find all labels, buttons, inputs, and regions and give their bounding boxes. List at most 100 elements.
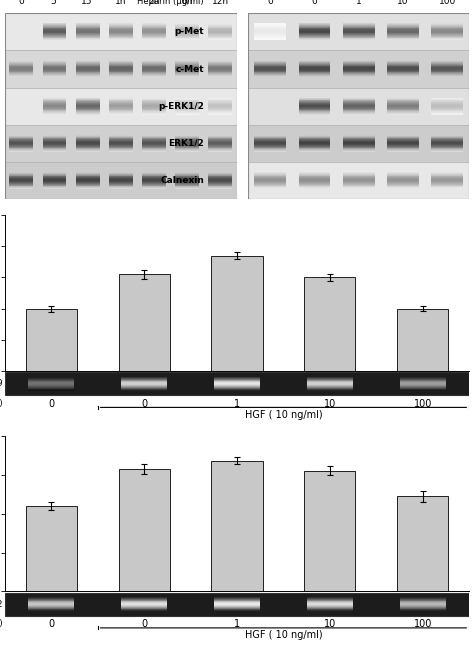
Bar	[343, 34, 374, 35]
Bar	[175, 175, 199, 176]
Bar	[299, 142, 330, 143]
Bar	[142, 69, 166, 70]
Bar	[109, 29, 133, 30]
Bar	[142, 142, 166, 143]
Bar	[43, 146, 66, 147]
Bar	[175, 184, 199, 185]
Bar	[142, 137, 166, 139]
Text: HGF ( 10 ng/ml): HGF ( 10 ng/ml)	[245, 630, 322, 640]
Bar	[76, 67, 100, 68]
Bar	[43, 180, 66, 181]
Bar	[76, 63, 100, 64]
Text: Calnexin: Calnexin	[160, 176, 204, 185]
Bar	[43, 107, 66, 108]
Bar	[387, 110, 419, 112]
Bar	[175, 176, 199, 178]
Bar	[142, 149, 166, 150]
Bar	[387, 139, 419, 140]
Bar	[387, 145, 419, 146]
Bar	[343, 141, 374, 142]
Bar	[9, 68, 33, 69]
Bar	[431, 32, 463, 34]
Bar	[387, 140, 419, 141]
Bar	[118, 275, 170, 371]
Bar	[142, 38, 166, 40]
Bar	[343, 174, 374, 175]
Bar	[109, 112, 133, 113]
Bar	[387, 146, 419, 147]
Bar	[76, 182, 100, 183]
Bar	[142, 64, 166, 65]
Bar	[209, 187, 232, 188]
Bar	[76, 102, 100, 103]
Bar	[248, 162, 469, 199]
Bar	[76, 150, 100, 151]
Bar	[343, 62, 374, 63]
Bar	[175, 139, 199, 140]
Bar	[175, 75, 199, 76]
Bar	[431, 35, 463, 36]
Bar	[431, 69, 463, 70]
Bar	[109, 25, 133, 26]
Bar	[109, 142, 133, 143]
Bar	[343, 112, 374, 113]
Text: MMP-9: MMP-9	[0, 379, 3, 388]
Text: 15': 15'	[81, 0, 95, 6]
Text: Heparin (µg/ml): Heparin (µg/ml)	[0, 619, 3, 628]
Bar	[43, 31, 66, 32]
Bar	[431, 140, 463, 141]
Bar	[431, 146, 463, 147]
Bar	[209, 150, 232, 151]
Bar	[43, 174, 66, 175]
Bar	[387, 108, 419, 109]
Bar	[43, 148, 66, 149]
Text: 12h: 12h	[212, 0, 229, 6]
Bar	[255, 65, 286, 67]
Bar	[209, 175, 232, 176]
Bar	[431, 73, 463, 74]
Bar	[142, 183, 166, 184]
Bar	[142, 74, 166, 75]
Bar	[387, 107, 419, 108]
Bar	[299, 183, 330, 184]
Bar	[109, 38, 133, 40]
Bar	[343, 28, 374, 29]
Bar	[387, 175, 419, 176]
Bar	[431, 27, 463, 28]
Bar	[76, 184, 100, 185]
Bar	[142, 135, 166, 136]
Bar	[109, 31, 133, 32]
Bar	[175, 38, 199, 40]
Bar	[299, 69, 330, 70]
Bar	[109, 71, 133, 73]
Bar	[109, 184, 133, 185]
Bar	[9, 63, 33, 64]
Bar	[76, 100, 100, 101]
Bar	[142, 67, 166, 68]
Text: Heparin (µg/ml): Heparin (µg/ml)	[0, 399, 3, 408]
Bar	[76, 148, 100, 149]
Bar	[299, 114, 330, 115]
Bar	[175, 28, 199, 29]
Bar	[26, 309, 77, 371]
Bar	[142, 107, 166, 108]
Bar	[142, 174, 166, 175]
Bar	[387, 188, 419, 189]
Bar	[43, 183, 66, 184]
Bar	[76, 110, 100, 112]
Bar	[431, 63, 463, 64]
Bar	[431, 148, 463, 149]
Bar	[209, 109, 232, 110]
Bar	[387, 147, 419, 148]
Bar	[299, 37, 330, 38]
Bar	[431, 64, 463, 65]
Bar	[175, 62, 199, 63]
Bar	[299, 109, 330, 110]
Bar	[299, 64, 330, 65]
Bar	[299, 187, 330, 188]
Bar	[431, 67, 463, 68]
Bar	[343, 38, 374, 40]
Bar	[175, 61, 199, 62]
Bar	[209, 103, 232, 104]
Bar	[76, 62, 100, 63]
